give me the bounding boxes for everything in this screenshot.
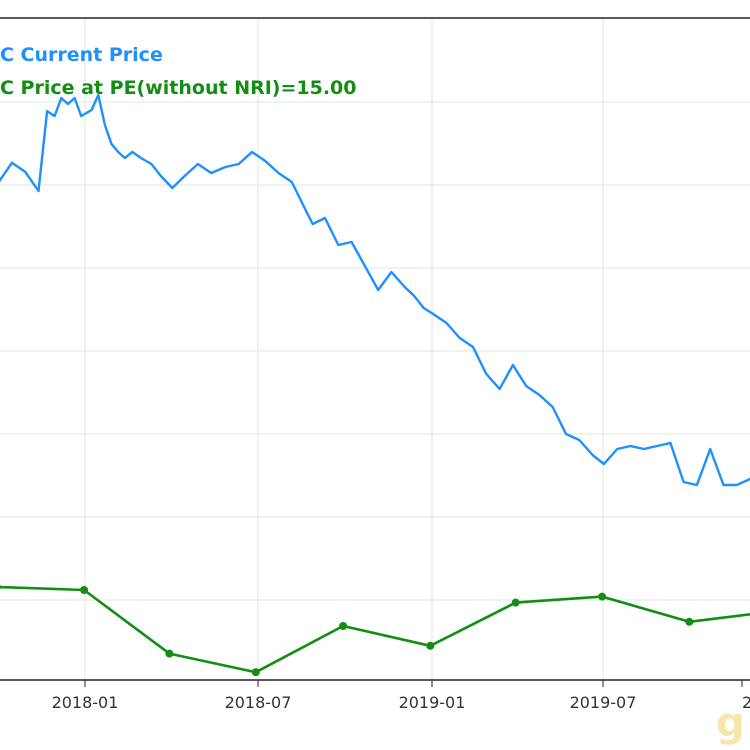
axes: 2018-01 2018-07 2019-01 2019-07 2 (0, 17, 750, 712)
pe-price-point (511, 598, 520, 607)
x-tick-label: 2 (742, 693, 750, 712)
x-tick-label: 2019-01 (399, 693, 466, 712)
pe-price-point (80, 586, 89, 594)
pe-price-line (0, 585, 750, 674)
watermark-logo: g (714, 700, 750, 750)
series-layer (0, 93, 750, 677)
x-tick-label: 2019-07 (570, 693, 637, 712)
x-tick-label: 2018-07 (225, 693, 292, 712)
pe-price-point (426, 641, 435, 650)
pe-price-point (339, 622, 348, 630)
pe-price-point (165, 649, 174, 658)
legend-item: C Current Price (0, 44, 163, 66)
pe-price-point (598, 592, 607, 601)
pe-price-point (0, 584, 1, 590)
x-tick-label: 2018-01 (52, 693, 119, 712)
current-price-line (0, 93, 750, 487)
svg-text:g: g (716, 700, 745, 746)
legend-item: C Price at PE(without NRI)=15.00 (0, 77, 357, 99)
grid (0, 18, 750, 680)
pe-price-point (685, 617, 694, 626)
pe-price-point (251, 668, 260, 677)
legend: C Current Price C Price at PE(without NRI… (0, 44, 357, 99)
